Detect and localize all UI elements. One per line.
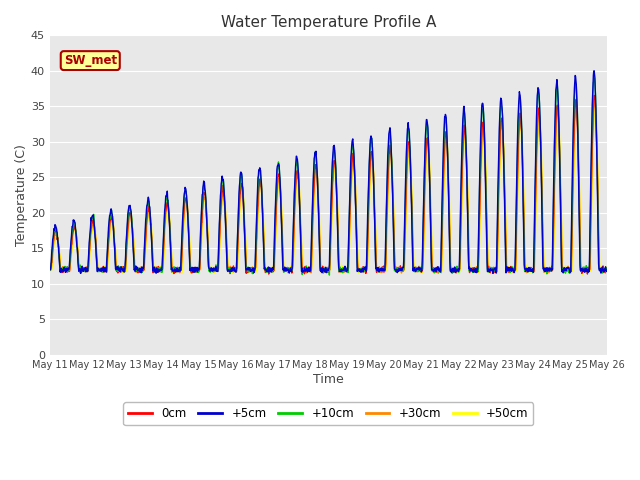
Text: SW_met: SW_met [64, 54, 117, 67]
X-axis label: Time: Time [313, 372, 344, 385]
Y-axis label: Temperature (C): Temperature (C) [15, 144, 28, 246]
Legend: 0cm, +5cm, +10cm, +30cm, +50cm: 0cm, +5cm, +10cm, +30cm, +50cm [124, 402, 533, 425]
Title: Water Temperature Profile A: Water Temperature Profile A [221, 15, 436, 30]
